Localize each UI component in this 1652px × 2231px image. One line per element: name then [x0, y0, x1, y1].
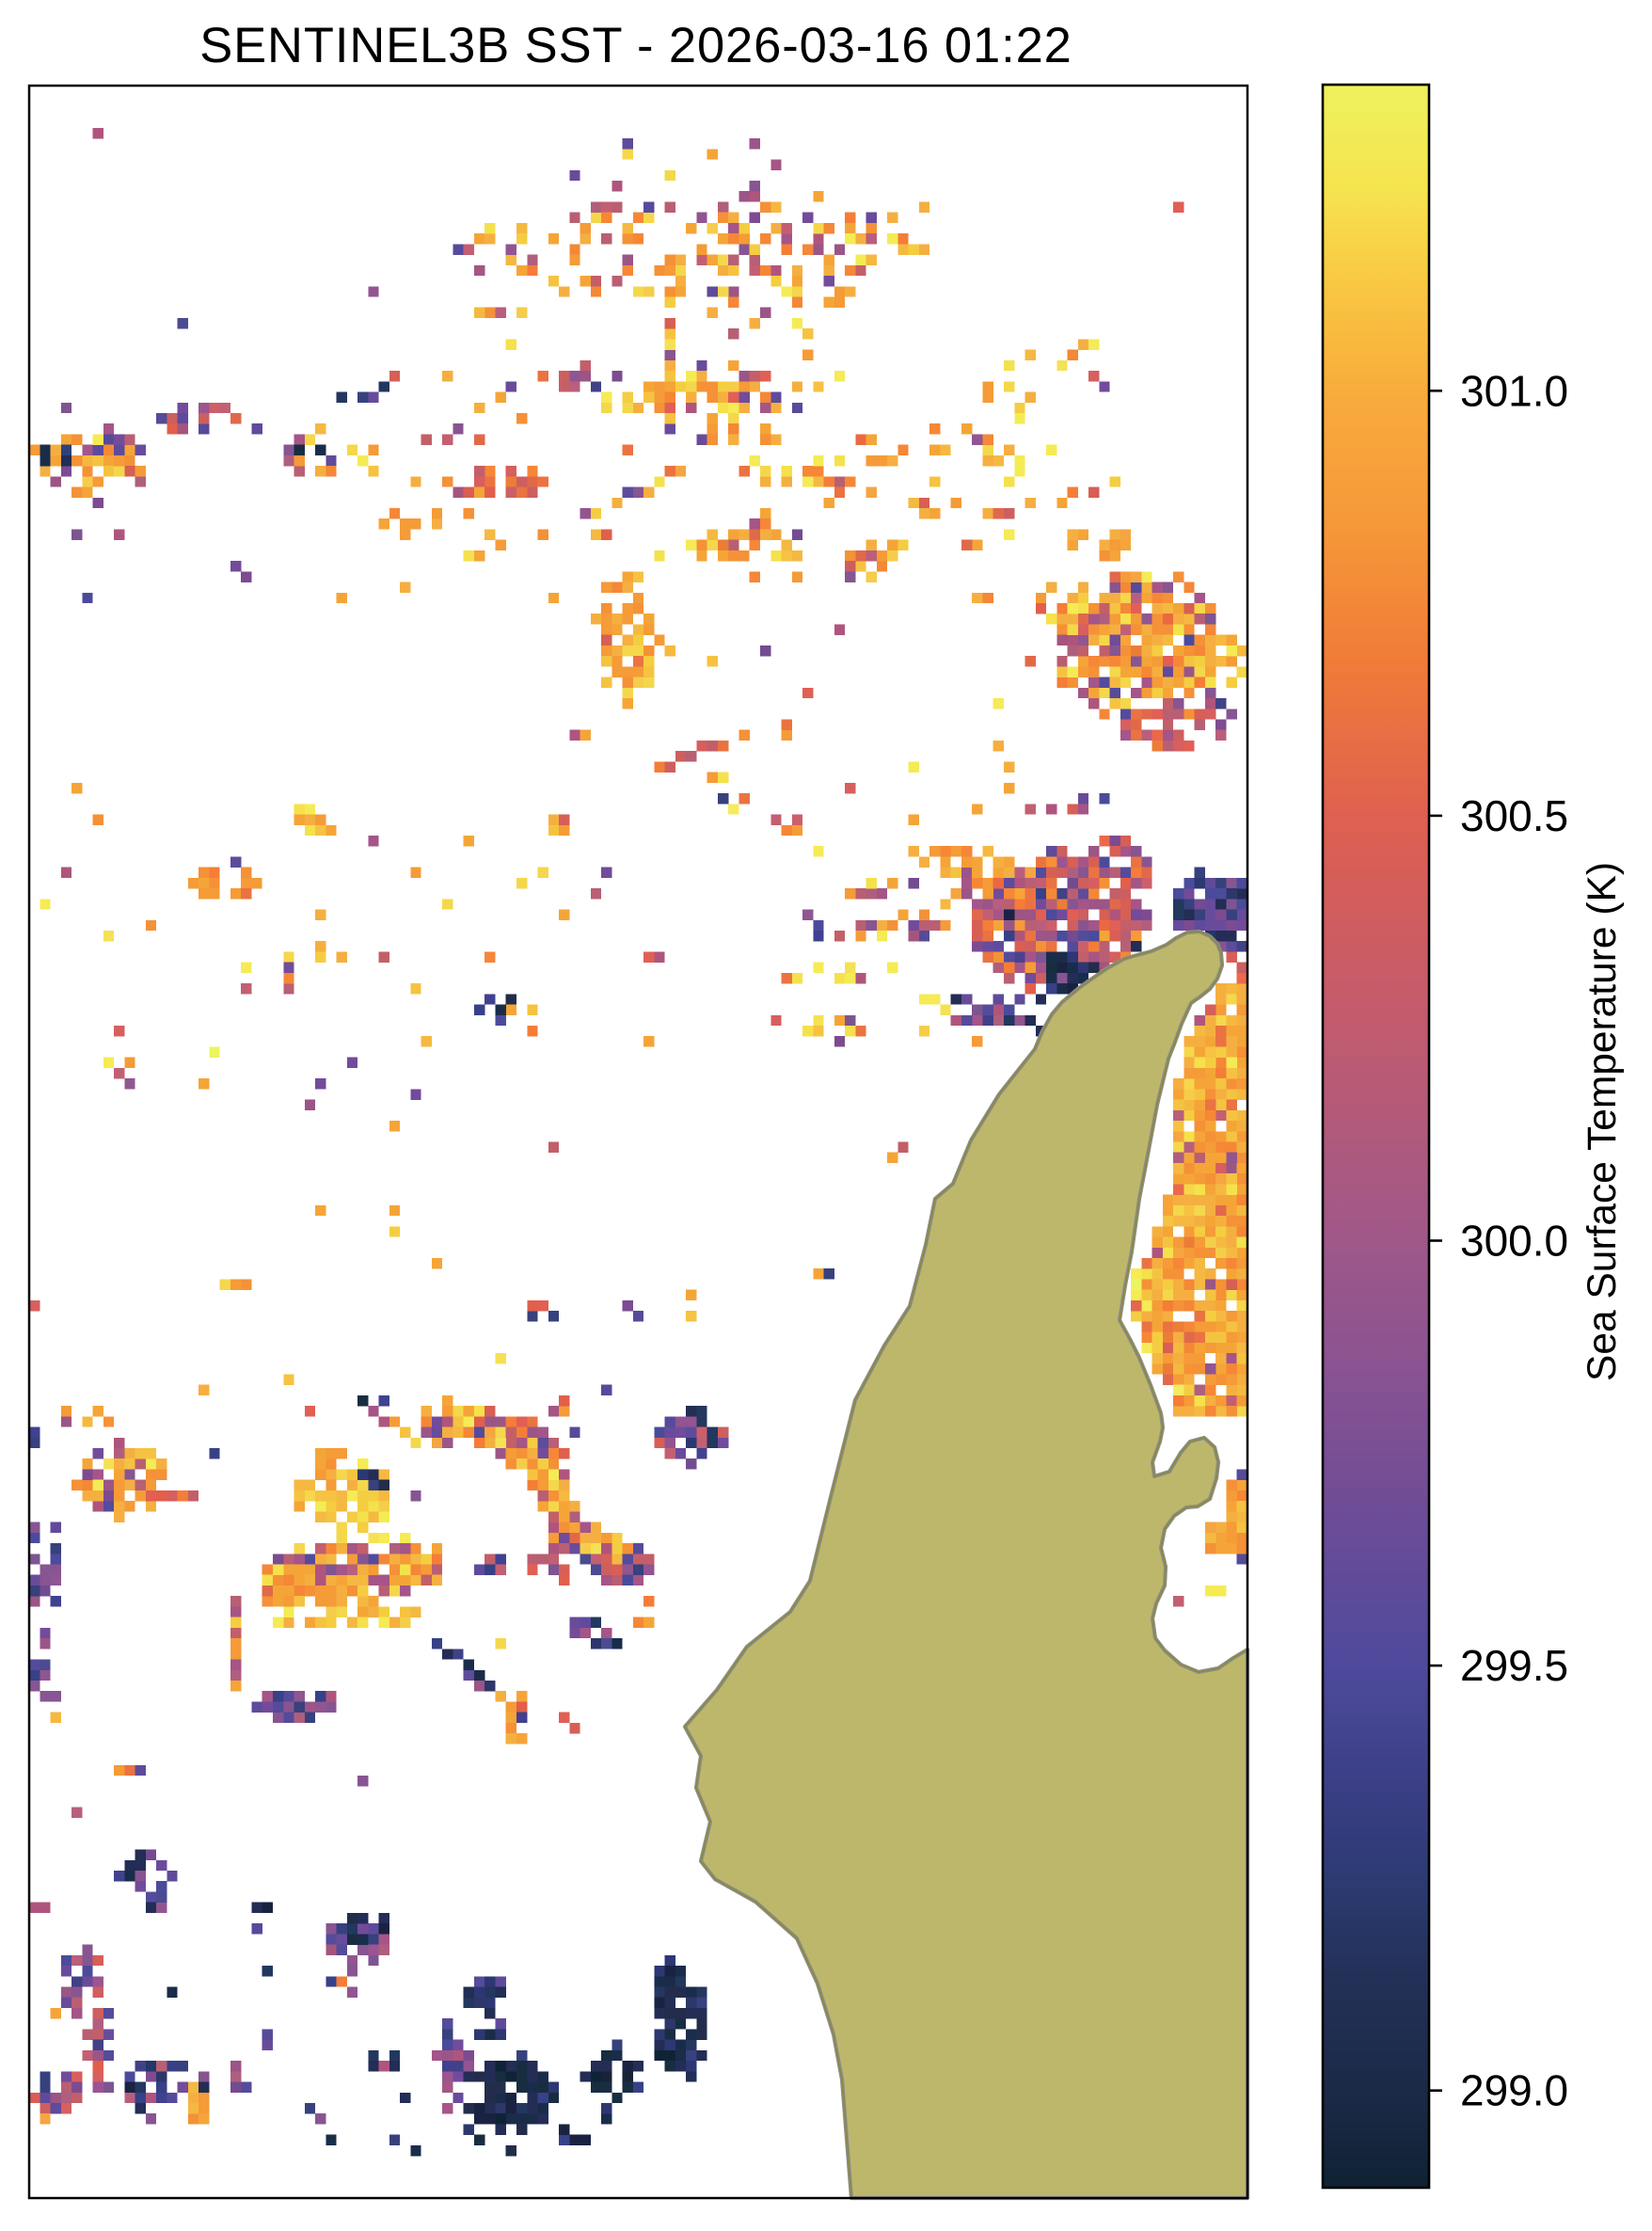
svg-text:Sea Surface Temperature (K): Sea Surface Temperature (K): [1581, 862, 1625, 1381]
svg-text:299.5: 299.5: [1460, 1641, 1568, 1690]
svg-text:SENTINEL3B SST - 2026-03-16 01: SENTINEL3B SST - 2026-03-16 01:22: [199, 18, 1072, 73]
svg-text:301.0: 301.0: [1460, 366, 1568, 415]
svg-text:300.0: 300.0: [1460, 1217, 1568, 1266]
svg-text:299.0: 299.0: [1460, 2066, 1568, 2115]
svg-text:300.5: 300.5: [1460, 791, 1568, 840]
